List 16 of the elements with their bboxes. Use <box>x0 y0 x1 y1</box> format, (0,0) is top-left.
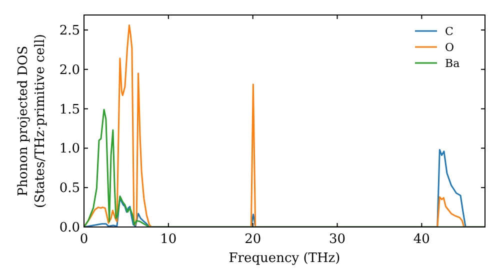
legend-label: O <box>445 41 454 54</box>
x-tick-label: 30 <box>328 232 346 247</box>
y-tick-label: 2.5 <box>59 23 80 38</box>
y-axis-title: Phonon projected DOS (States/THz·primitive cell) <box>16 34 48 208</box>
y-tick-label: 0.0 <box>59 220 80 236</box>
x-axis-title: Frequency (THz) <box>228 251 340 266</box>
x-tick-label: 20 <box>244 232 262 247</box>
x-tick-label: 10 <box>160 232 177 247</box>
y-tick-label: 1.5 <box>59 102 80 118</box>
legend-label: C <box>445 25 454 38</box>
y-tick-label: 2.0 <box>59 62 80 78</box>
x-tick-label: 0 <box>80 232 88 247</box>
y-tick-label: 0.5 <box>59 181 80 196</box>
x-tick-label: 40 <box>413 232 430 247</box>
y-tick-label: 1.0 <box>59 142 80 157</box>
legend-label: Ba <box>445 57 460 70</box>
